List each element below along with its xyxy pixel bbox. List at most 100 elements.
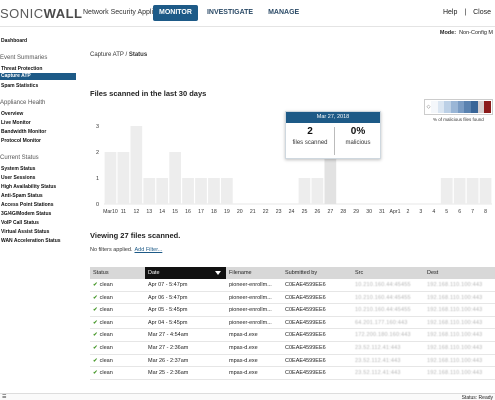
add-filter-link[interactable]: Add Filter... [134,247,163,253]
bar-19[interactable] [221,178,233,204]
bar-14[interactable] [156,178,169,204]
close-link[interactable]: Close [473,9,491,16]
sidebar-item-virtual-assist-status[interactable]: Virtual Assist Status [1,229,50,235]
mode-bar: Mode: Non-Config M [0,27,495,38]
cell-src: 10.210.160.44:45455 [355,307,411,314]
column-status[interactable]: Status [93,270,109,276]
tooltip-files-value: 2 [307,126,313,137]
sidebar-item-dashboard[interactable]: Dashboard [1,38,28,44]
table-row[interactable]: ✔ clean Mar 27 - 4:54am mpas-d.exe C0EAE4599… [90,329,495,342]
table-row[interactable]: ✔ clean Mar 27 - 2:36am mpas-d.exe C0EAE4599… [90,342,495,355]
legend-swatch [477,101,485,113]
sidebar-item-protocol-monitor[interactable]: Protocol Monitor [1,138,41,144]
mode-value[interactable]: Non-Config M [459,30,493,36]
tooltip-files: 2 files scanned [286,125,334,146]
bar-18[interactable] [208,178,220,204]
cell-src: 23.52.112.41:443 [355,357,401,364]
bar-5[interactable] [440,178,453,204]
sidebar-item-access-point-stations[interactable]: Access Point Stations [1,202,54,208]
sidebar-item-overview[interactable]: Overview [1,111,24,117]
x-tick-label: 2 [406,209,409,215]
cell-dest: 192.168.110.100:443 [427,319,483,326]
x-tick-label: Apr1 [390,209,401,215]
sidebar-item-threat-protection[interactable]: Threat Protection [1,66,43,72]
table-row[interactable]: ✔ clean Apr 04 - 5:45pm pioneer-enrollm... C… [90,317,495,330]
y-tick-label: 3 [96,124,99,130]
nav-investigate[interactable]: INVESTIGATE [206,9,254,16]
x-tick-label: 29 [353,209,359,215]
legend-swatch [431,101,438,113]
help-link[interactable]: Help [442,9,458,16]
sidebar-item-modem-status[interactable]: 3G/4G/Modem Status [1,211,52,217]
sidebar-item-wan-acceleration-status[interactable]: WAN Acceleration Status [1,238,61,244]
bar-17[interactable] [195,178,207,204]
top-bar: SONICWALL Network Security Appliance MON… [0,0,495,27]
bar-12[interactable] [130,126,143,204]
sort-desc-icon [215,271,221,275]
cell-date: Apr 07 - 5:47pm [148,282,188,288]
table-row[interactable]: ✔ clean Apr 06 - 5:47pm pioneer-enrollm... C… [90,292,495,305]
cell-filename: mpas-d.exe [229,344,258,351]
cell-filename: pioneer-enrollm... [229,307,272,314]
column-src[interactable]: Src [355,270,364,276]
sonicwall-logo[interactable]: SONICWALL [0,6,83,21]
x-tick-label: Mar10 [103,209,118,215]
cell-src: 23.52.112.41:443 [355,370,401,377]
cell-src: 10.210.160.44:45455 [355,282,411,288]
breadcrumb-parent[interactable]: Capture ATP [90,52,124,58]
bar-25[interactable] [298,178,311,204]
bar-6[interactable] [453,178,466,204]
tooltip-malicious: 0% malicious [334,125,382,146]
table-row[interactable]: ✔ clean Mar 25 - 2:36am mpas-d.exe C0EAE4599… [90,367,495,380]
sidebar-item-high-availability-status[interactable]: High Availability Status [1,184,57,190]
sidebar-item-bandwidth-monitor[interactable]: Bandwidth Monitor [1,129,47,135]
column-date[interactable]: Date [145,267,226,279]
breadcrumb-separator: / [123,52,129,58]
x-tick-label: 7 [471,209,474,215]
table-row[interactable]: ✔ clean Apr 07 - 5:47pm pioneer-enrollm... C… [90,279,495,292]
column-submitted-by[interactable]: Submitted by [285,270,318,276]
sidebar-item-spam-statistics[interactable]: Spam Statistics [1,83,39,89]
cell-src: 10.210.160.44:45455 [355,294,411,301]
sidebar-item-capture-atp[interactable]: Capture ATP [0,73,76,80]
bar-15[interactable] [169,152,181,204]
cell-dest: 192.168.110.100:443 [427,307,483,314]
column-dest[interactable]: Dest [427,270,439,276]
x-tick-label: 25 [302,209,308,215]
sidebar-item-voip-call-status[interactable]: VoIP Call Status [1,220,39,226]
nav-monitor[interactable]: MONITOR [153,5,198,21]
x-tick-label: 28 [340,209,346,215]
sidebar-item-anti-spam-status[interactable]: Anti-Spam Status [1,193,43,199]
cell-submitted: C0EAE4599EE6 [285,319,326,326]
y-tick-label: 1 [96,176,99,182]
cell-date: Apr 05 - 5:45pm [148,307,188,314]
sidebar-item-user-sessions[interactable]: User Sessions [1,175,36,181]
bar-13[interactable] [143,178,156,204]
cell-status: ✔ clean [90,317,145,329]
nav-manage[interactable]: MANAGE [268,9,300,16]
bar-16[interactable] [182,178,194,204]
bar-Mar10[interactable] [104,152,117,204]
bar-8[interactable] [479,178,492,204]
bar-26[interactable] [311,178,324,204]
cell-submitted: C0EAE4599EE6 [285,307,326,314]
x-tick-label: 31 [379,209,385,215]
bar-27[interactable] [324,152,337,204]
cell-filename: mpas-d.exe [229,370,258,377]
sidebar-item-system-status[interactable]: System Status [1,166,36,172]
sidebar-header-current-status: Current Status [0,155,39,161]
column-filename[interactable]: Filename [229,270,252,276]
bar-11[interactable] [117,152,130,204]
cell-dest: 192.168.110.100:443 [427,294,483,301]
hamburger-icon[interactable]: ☰ [2,394,7,400]
cell-dest: 192.168.110.100:443 [427,344,483,351]
sidebar-item-live-monitor[interactable]: Live Monitor [1,120,31,126]
x-tick-label: 30 [366,209,372,215]
bar-7[interactable] [466,178,479,204]
sidebar-header-appliance-health: Appliance Health [0,100,46,106]
x-tick-label: 26 [315,209,321,215]
table-row[interactable]: ✔ clean Apr 05 - 5:45pm pioneer-enrollm... C… [90,304,495,317]
legend-toggle-icon[interactable]: ◇ [426,104,431,110]
table-row[interactable]: ✔ clean Mar 26 - 2:37am mpas-d.exe C0EAE4599… [90,355,495,368]
